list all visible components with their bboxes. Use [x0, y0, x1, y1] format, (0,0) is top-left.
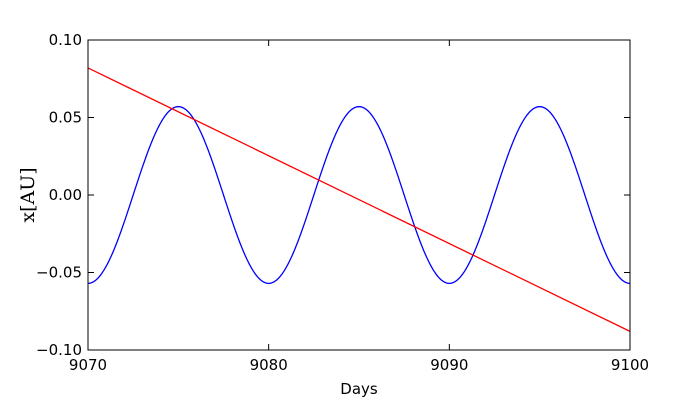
ticks-layer: [87, 39, 631, 351]
labels-layer: 9070 9080 9090 9100 −0.10 −0.05 0.00 0.05 0.10: [36, 31, 649, 374]
y-tick-label: −0.10: [36, 341, 82, 359]
y-tick-label: −0.05: [36, 264, 82, 282]
x-tick-label: 9090: [430, 356, 468, 374]
y-axis-label: x[AU]: [17, 167, 39, 222]
series-line-red-linear: [88, 67, 630, 332]
x-tick-label: 9080: [250, 356, 288, 374]
y-tick-label: 0.05: [49, 109, 82, 127]
plot-background: [88, 40, 630, 350]
x-tick-label: 9070: [69, 356, 107, 374]
x-tick-label: 9100: [611, 356, 649, 374]
plot-area: [87, 39, 631, 351]
x-axis-label: Days: [340, 380, 378, 398]
y-tick-label: 0.10: [49, 31, 82, 49]
y-tick-label: 0.00: [49, 186, 82, 204]
series-layer: [88, 67, 630, 332]
series-line-blue-sinusoid: [88, 105, 630, 285]
